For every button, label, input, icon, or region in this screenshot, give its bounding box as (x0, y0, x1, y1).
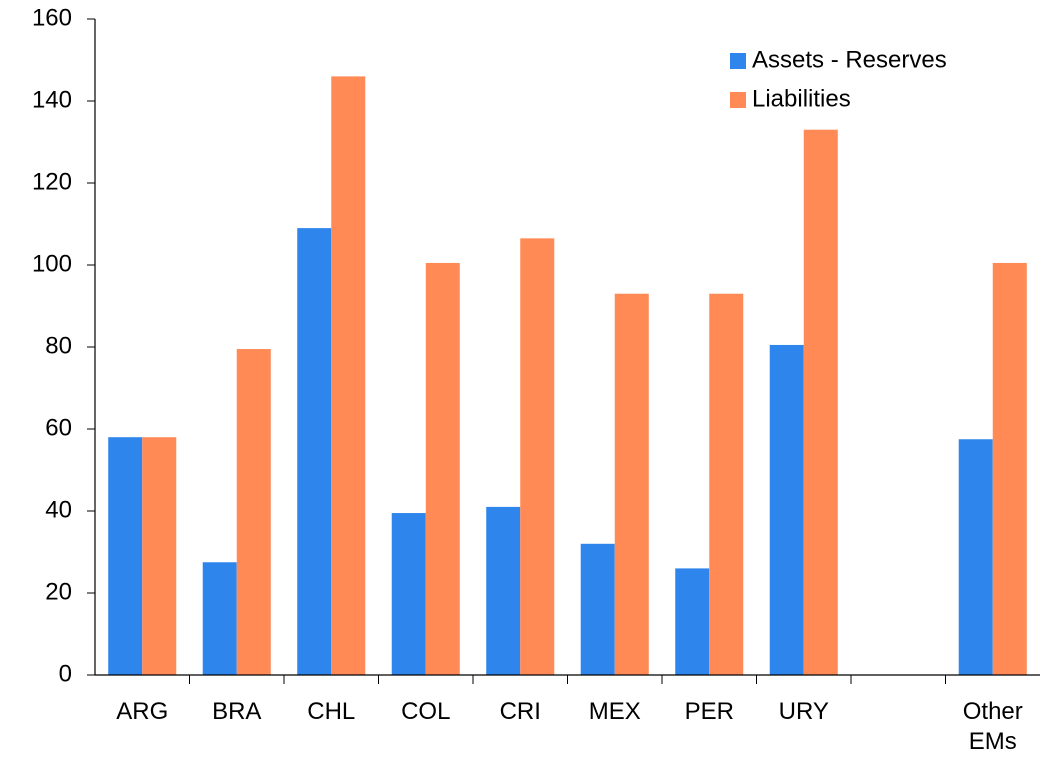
x-tick-label: BRA (212, 698, 262, 725)
x-tick-label: PER (684, 698, 734, 725)
bar (520, 238, 555, 675)
legend-swatch (730, 53, 746, 69)
bar (108, 437, 143, 675)
bar (709, 293, 744, 675)
bar (958, 439, 993, 675)
x-tick-label: Other EMs (962, 698, 1023, 755)
bar (486, 506, 521, 675)
x-tick-label: COL (401, 698, 451, 725)
bar (614, 293, 649, 675)
x-tick-label: CHL (307, 698, 356, 725)
x-tick-label: URY (778, 698, 829, 725)
y-tick-label: 0 (59, 660, 72, 687)
y-tick-label: 80 (45, 332, 72, 359)
x-tick-label: CRI (499, 698, 541, 725)
bar (992, 262, 1027, 675)
y-tick-label: 120 (32, 168, 72, 195)
y-tick-label: 100 (32, 250, 72, 277)
legend-label: Assets - Reserves (752, 46, 947, 73)
legend-label: Liabilities (752, 85, 851, 112)
bar (236, 349, 271, 675)
y-tick-label: 160 (32, 4, 72, 31)
bar (425, 262, 460, 675)
y-tick-label: 40 (45, 496, 72, 523)
bar (769, 344, 804, 675)
y-tick-label: 60 (45, 414, 72, 441)
bar (142, 437, 177, 675)
bar (580, 543, 615, 675)
y-tick-label: 140 (32, 86, 72, 113)
legend-swatch (730, 92, 746, 108)
y-tick-label: 20 (45, 578, 72, 605)
bar (202, 562, 237, 675)
bar (803, 129, 838, 675)
bar (297, 228, 332, 675)
x-tick-label: MEX (588, 698, 641, 725)
bar (675, 568, 710, 675)
bar (391, 513, 426, 675)
bar (331, 76, 366, 675)
x-tick-label: ARG (116, 698, 169, 725)
